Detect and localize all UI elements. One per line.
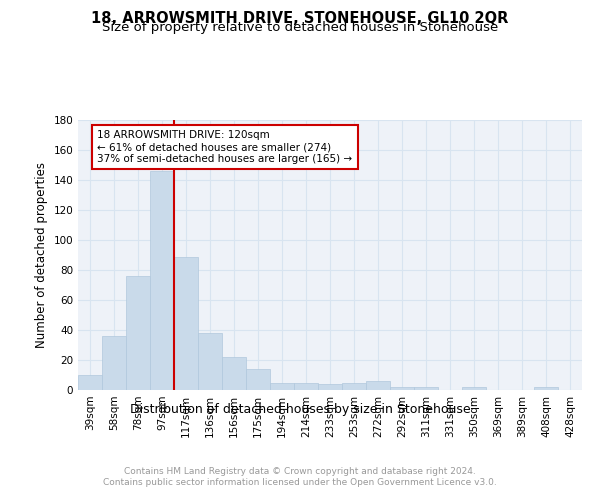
Bar [390, 387, 414, 390]
Bar [270, 382, 294, 390]
Bar [342, 382, 366, 390]
Bar [78, 375, 102, 390]
Bar [366, 381, 390, 390]
Text: 18, ARROWSMITH DRIVE, STONEHOUSE, GL10 2QR: 18, ARROWSMITH DRIVE, STONEHOUSE, GL10 2… [91, 11, 509, 26]
Bar [294, 382, 318, 390]
Bar [462, 387, 486, 390]
Bar [414, 387, 438, 390]
Text: Size of property relative to detached houses in Stonehouse: Size of property relative to detached ho… [102, 21, 498, 34]
Y-axis label: Number of detached properties: Number of detached properties [35, 162, 48, 348]
Bar [318, 384, 342, 390]
Text: 18 ARROWSMITH DRIVE: 120sqm
← 61% of detached houses are smaller (274)
37% of se: 18 ARROWSMITH DRIVE: 120sqm ← 61% of det… [97, 130, 352, 164]
Bar [198, 333, 222, 390]
Text: Contains HM Land Registry data © Crown copyright and database right 2024.
Contai: Contains HM Land Registry data © Crown c… [103, 468, 497, 487]
Bar [534, 387, 558, 390]
Bar [102, 336, 126, 390]
Text: Distribution of detached houses by size in Stonehouse: Distribution of detached houses by size … [130, 402, 470, 415]
Bar [246, 369, 270, 390]
Bar [126, 276, 150, 390]
Bar [174, 256, 198, 390]
Bar [222, 357, 246, 390]
Bar [150, 171, 174, 390]
